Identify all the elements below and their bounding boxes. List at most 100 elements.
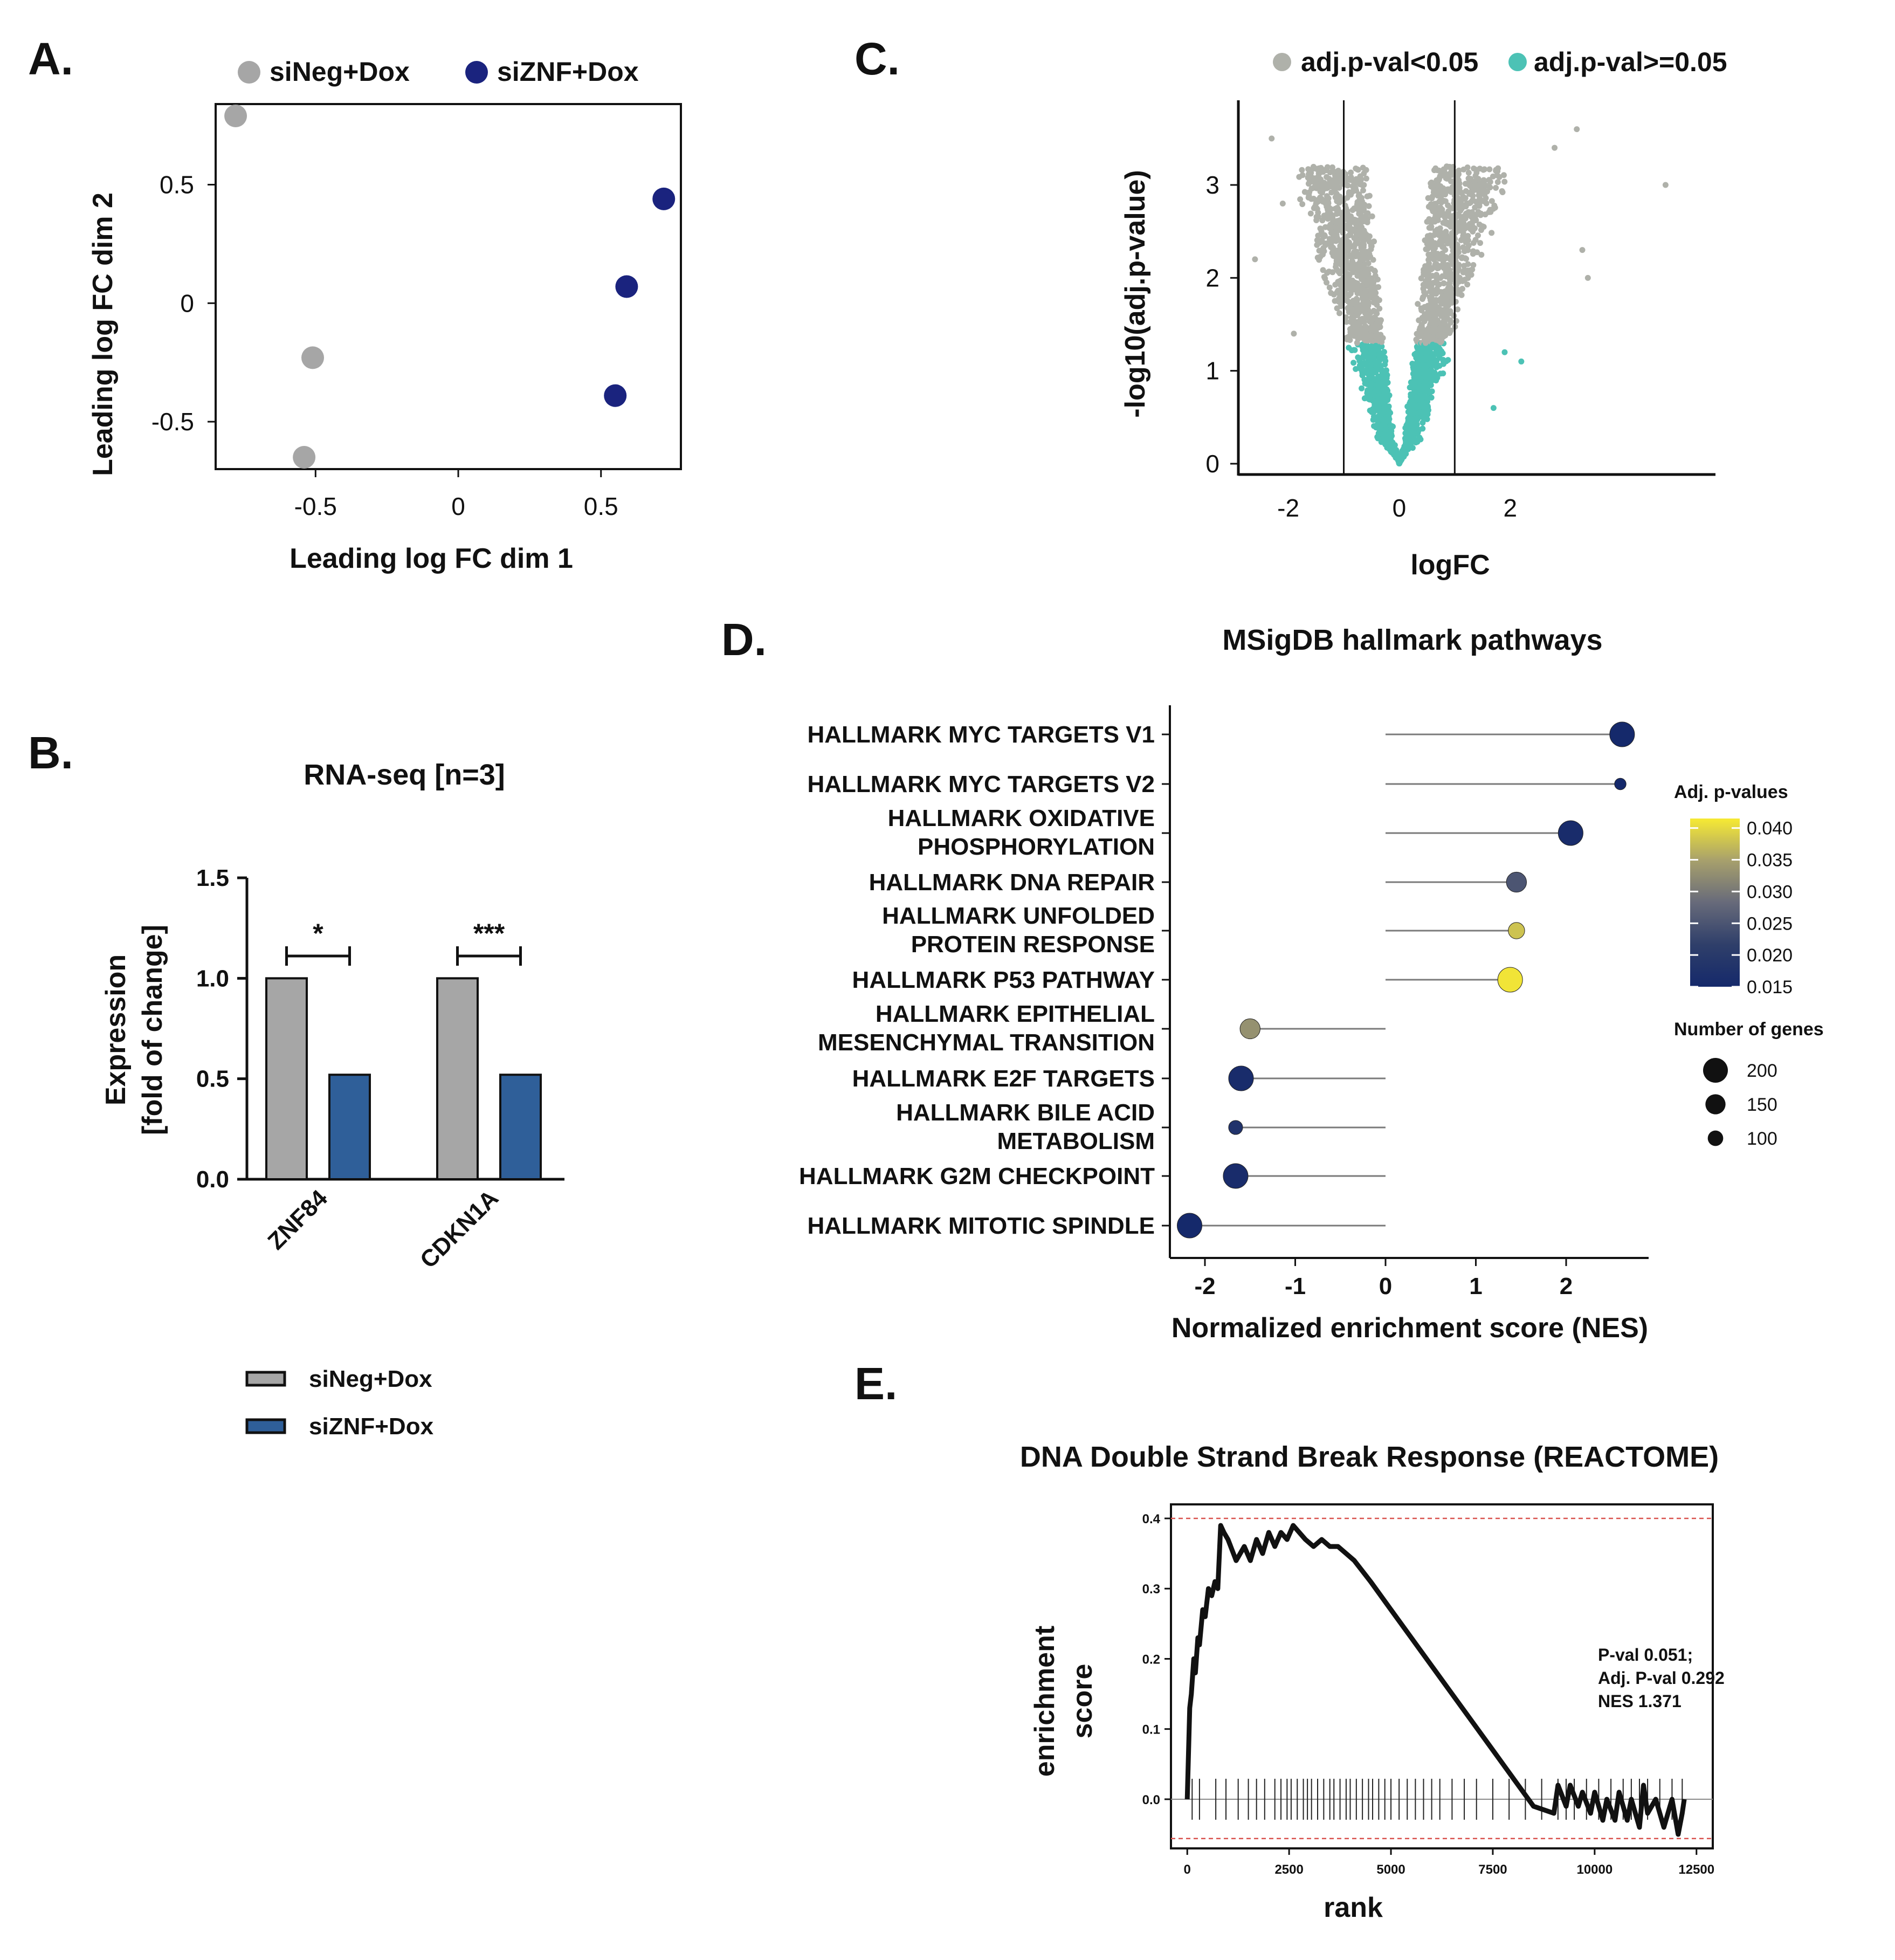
c-gene-point bbox=[1403, 422, 1410, 429]
panel-c-label: C. bbox=[855, 33, 900, 84]
c-gene-point bbox=[1495, 165, 1501, 171]
c-gene-point bbox=[1398, 451, 1405, 457]
panel-e-y-ticks: 0.0 0.1 0.2 0.3 0.4 bbox=[1142, 1512, 1171, 1807]
e-y-tick-label: 0.4 bbox=[1142, 1512, 1161, 1526]
c-gene-point bbox=[1322, 182, 1328, 189]
b-bar bbox=[499, 1074, 542, 1181]
c-gene-point bbox=[1476, 221, 1483, 228]
a-point bbox=[224, 104, 247, 127]
c-gene-point bbox=[1328, 230, 1335, 236]
a-x-tick-label: 0.5 bbox=[584, 492, 618, 520]
c-gene-point bbox=[1333, 232, 1340, 238]
c-gene-point bbox=[1584, 274, 1591, 281]
c-gene-point bbox=[1299, 167, 1305, 173]
c-gene-point bbox=[1324, 174, 1330, 180]
c-x-tick-label: -2 bbox=[1277, 494, 1299, 522]
c-gene-point bbox=[1326, 204, 1332, 211]
b-category-label: CDKN1A bbox=[415, 1185, 504, 1273]
c-gene-point bbox=[1313, 200, 1319, 207]
c-gene-point bbox=[1440, 333, 1446, 340]
b-y-tick-label: 1.0 bbox=[196, 965, 229, 992]
c-gene-point bbox=[1444, 294, 1450, 301]
c-gene-point bbox=[1477, 196, 1483, 202]
b-bar bbox=[328, 1074, 371, 1181]
d-pathway-label: HALLMARK MYC TARGETS V1 bbox=[807, 721, 1155, 748]
c-gene-point bbox=[1475, 209, 1481, 215]
c-gene-point bbox=[1426, 333, 1432, 340]
c-gene-point bbox=[1356, 209, 1363, 216]
c-gene-point bbox=[1361, 350, 1368, 356]
c-gene-point bbox=[1471, 187, 1477, 194]
c-gene-point bbox=[1363, 266, 1369, 272]
d-colorbar-tick-label: 0.025 bbox=[1747, 913, 1793, 934]
c-gene-point bbox=[1362, 305, 1368, 312]
panel-c-threshold-lines bbox=[1343, 100, 1456, 474]
c-gene-point bbox=[1369, 317, 1375, 323]
c-gene-point bbox=[1429, 341, 1436, 348]
c-gene-point bbox=[1466, 221, 1473, 227]
c-gene-point bbox=[1441, 320, 1448, 327]
c-gene-point bbox=[1385, 415, 1391, 422]
c-gene-point bbox=[1438, 211, 1444, 218]
panel-a-label: A. bbox=[28, 33, 73, 84]
c-gene-point bbox=[1335, 210, 1342, 217]
c-gene-point bbox=[1353, 176, 1360, 182]
d-size-legend-dot bbox=[1703, 1058, 1728, 1083]
panel-e-annotation-pval: P-val 0.051; bbox=[1598, 1645, 1693, 1665]
d-x-tick-label: 0 bbox=[1379, 1273, 1392, 1299]
a-y-tick-label: 0 bbox=[180, 289, 194, 317]
c-gene-point bbox=[1279, 200, 1286, 207]
c-gene-point bbox=[1364, 314, 1370, 321]
c-gene-point bbox=[1320, 251, 1326, 258]
c-gene-point bbox=[1387, 430, 1393, 436]
c-gene-point bbox=[1353, 205, 1359, 212]
c-gene-point bbox=[1353, 366, 1359, 372]
c-gene-point bbox=[1350, 269, 1356, 276]
c-gene-point bbox=[1447, 212, 1453, 219]
c-gene-point bbox=[1322, 224, 1328, 230]
c-gene-point bbox=[1408, 393, 1415, 400]
panel-e-label: E. bbox=[855, 1358, 897, 1409]
d-x-tick-label: 1 bbox=[1469, 1273, 1482, 1299]
c-gene-point bbox=[1379, 339, 1385, 345]
c-gene-point bbox=[1423, 278, 1429, 284]
d-lollipop-dot bbox=[1506, 871, 1527, 893]
c-gene-point bbox=[1434, 328, 1441, 334]
c-gene-point bbox=[1374, 331, 1381, 338]
c-gene-point bbox=[1291, 331, 1297, 337]
c-gene-point bbox=[1352, 253, 1359, 259]
c-gene-point bbox=[1464, 164, 1471, 171]
legend-siZNF-label: siZNF+Dox bbox=[497, 57, 639, 87]
c-gene-point bbox=[1314, 237, 1320, 244]
c-gene-point bbox=[1471, 165, 1477, 171]
c-gene-point bbox=[1486, 177, 1492, 183]
c-gene-point bbox=[1369, 381, 1375, 387]
c-gene-point bbox=[1418, 347, 1425, 353]
c-gene-point bbox=[1350, 360, 1357, 366]
c-gene-point bbox=[1435, 332, 1442, 339]
c-gene-point bbox=[1470, 228, 1476, 235]
c-gene-point bbox=[1369, 406, 1376, 412]
e-x-tick-label: 7500 bbox=[1478, 1862, 1507, 1877]
c-gene-point bbox=[1462, 277, 1468, 283]
d-pathway-label: HALLMARK UNFOLDED bbox=[882, 903, 1155, 929]
c-gene-point bbox=[1375, 435, 1381, 442]
c-gene-point bbox=[1442, 211, 1448, 218]
c-gene-point bbox=[1344, 336, 1350, 343]
c-gene-point bbox=[1349, 306, 1355, 313]
c-gene-point bbox=[1350, 313, 1357, 320]
c-gene-point bbox=[1419, 362, 1426, 368]
c-gene-point bbox=[1252, 256, 1258, 263]
c-gene-point bbox=[1382, 441, 1389, 448]
panel-e: E. DNA Double Strand Break Response (REA… bbox=[855, 1358, 1725, 1923]
c-gene-point bbox=[1359, 203, 1366, 209]
c-gene-point bbox=[1413, 439, 1419, 445]
panel-b-legend: siNeg+Dox siZNF+Dox bbox=[245, 1366, 434, 1440]
a-y-tick-label: -0.5 bbox=[151, 408, 194, 436]
c-y-tick-label: 3 bbox=[1205, 171, 1219, 199]
d-size-legend-label: 150 bbox=[1747, 1095, 1777, 1115]
c-gene-point bbox=[1370, 299, 1377, 306]
c-gene-point bbox=[1437, 370, 1444, 377]
panel-e-annotation-adjpval: Adj. P-val 0.292 bbox=[1598, 1668, 1725, 1688]
c-gene-point bbox=[1474, 232, 1481, 239]
